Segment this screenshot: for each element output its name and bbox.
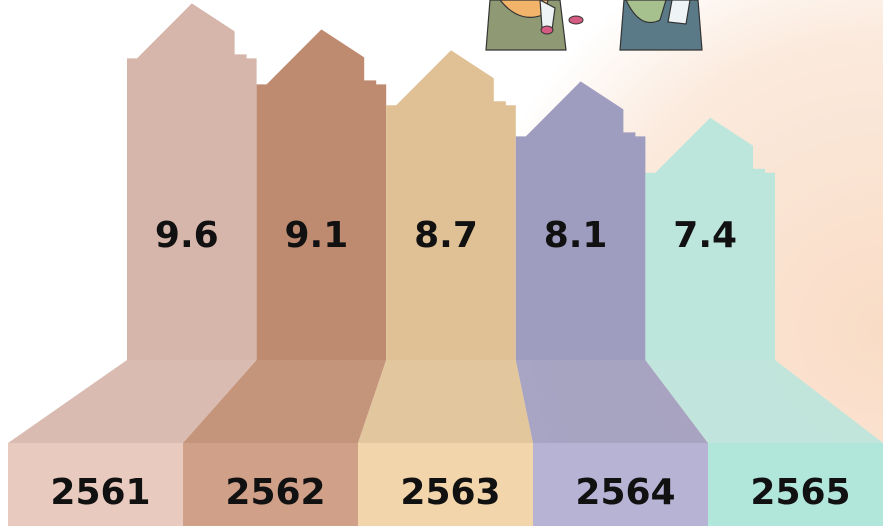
- transition: [8, 360, 257, 443]
- year-box: [358, 443, 533, 526]
- year-label: 2564: [575, 472, 675, 513]
- year-box: [708, 443, 883, 526]
- year-box: [533, 443, 708, 526]
- house-bar: [645, 117, 775, 360]
- transition: [645, 360, 883, 443]
- value-label: 7.4: [673, 215, 737, 256]
- value-label: 9.6: [155, 215, 219, 256]
- value-label: 8.7: [414, 215, 478, 256]
- year-box: [8, 443, 183, 526]
- year-box: [183, 443, 358, 526]
- year-label: 2563: [400, 472, 500, 513]
- value-label: 9.1: [285, 215, 349, 256]
- house-bar: [386, 50, 516, 360]
- house-bar: [515, 81, 646, 361]
- house-bar: [256, 29, 387, 361]
- transition: [183, 360, 387, 443]
- year-label: 2562: [225, 472, 325, 513]
- year-label: 2565: [750, 472, 850, 513]
- value-label: 8.1: [544, 215, 608, 256]
- illustration: [485, 0, 703, 51]
- house-bar: [127, 3, 257, 361]
- transition: [358, 360, 533, 443]
- year-label: 2561: [50, 472, 150, 513]
- transition: [515, 360, 708, 443]
